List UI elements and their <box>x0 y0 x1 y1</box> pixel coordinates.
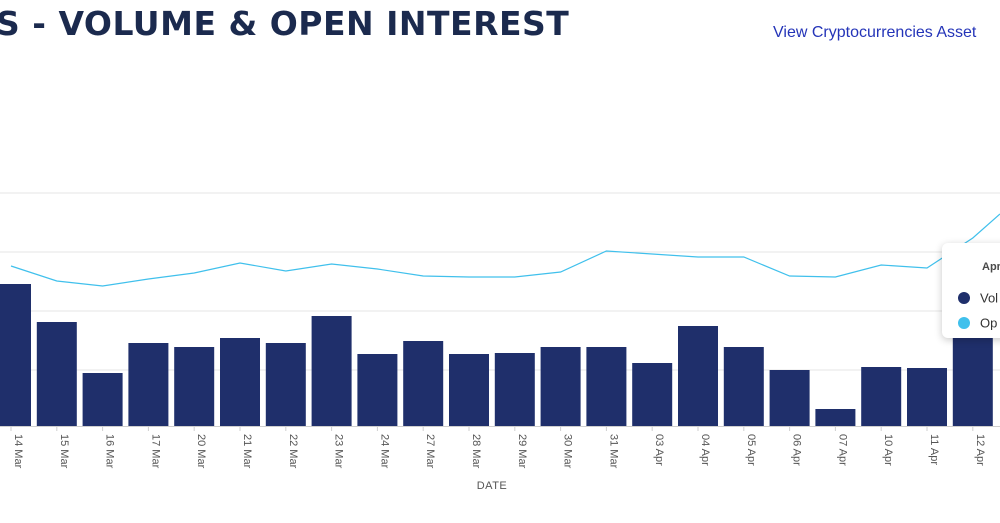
volume-bar <box>265 343 306 426</box>
volume-bar <box>357 354 398 426</box>
chart-tooltip: Apr Vol Op <box>942 243 1000 338</box>
x-tick-label: 24 Mar <box>378 434 390 469</box>
open-interest-line <box>10 213 1000 287</box>
open-interest-legend-dot <box>958 316 970 329</box>
x-tick-label: 17 Mar <box>149 434 161 469</box>
volume-bar <box>174 347 215 426</box>
x-tick-label: 22 Mar <box>287 434 299 469</box>
volume-bar <box>907 368 947 426</box>
volume-bar <box>586 347 627 426</box>
x-tick-label: 21 Mar <box>241 434 253 469</box>
volume-bar <box>220 338 260 426</box>
volume-bar <box>861 367 902 426</box>
tooltip-label-open-interest: Op <box>980 315 998 331</box>
x-axis-title: DATE <box>477 480 508 492</box>
volume-bar <box>678 326 718 426</box>
x-tick-label: 10 Apr <box>882 434 894 466</box>
x-tick-label: 14 Mar <box>12 434 24 469</box>
tooltip-date: Apr <box>982 261 1000 273</box>
x-tick-label: 04 Apr <box>699 434 711 466</box>
volume-bar <box>769 370 810 426</box>
x-tick-label: 30 Mar <box>562 434 574 469</box>
x-tick-label: 28 Mar <box>470 434 482 469</box>
volume-bar <box>128 343 169 426</box>
volume-bar <box>0 284 31 426</box>
x-tick-label: 15 Mar <box>58 434 70 469</box>
volume-bar <box>540 347 581 426</box>
volume-bar <box>723 347 764 426</box>
volume-bar <box>815 409 856 426</box>
volume-bar <box>311 316 352 426</box>
x-tick-label: 20 Mar <box>195 434 207 469</box>
tooltip-label-volume: Vol <box>980 290 999 306</box>
chart-title: S - VOLUME & OPEN INTEREST <box>0 4 570 43</box>
volume-bar <box>494 353 535 426</box>
x-tick-label: 16 Mar <box>104 434 116 469</box>
x-tick-label: 27 Mar <box>424 434 436 469</box>
x-tick-label: 03 Apr <box>653 434 665 466</box>
volume-bar <box>449 354 489 426</box>
volume-bar <box>632 363 673 426</box>
volume-legend-dot <box>958 291 970 304</box>
x-tick-label: 31 Mar <box>607 434 619 469</box>
x-tick-label: 06 Apr <box>791 434 803 466</box>
tooltip-row-open-interest: Op <box>958 314 997 330</box>
x-tick-label: 23 Mar <box>333 434 345 469</box>
volume-bar <box>82 373 123 426</box>
x-tick-label: 05 Apr <box>745 434 757 466</box>
tooltip-row-volume: Vol <box>958 289 998 305</box>
x-tick-label: 11 Apr <box>928 434 940 465</box>
volume-bar <box>36 322 77 426</box>
x-tick-label: 12 Apr <box>974 434 986 466</box>
x-tick-label: 29 Mar <box>516 434 528 469</box>
x-tick-label: 07 Apr <box>836 434 848 466</box>
volume-bar <box>952 331 993 426</box>
volume-bar <box>403 341 444 426</box>
view-asset-link[interactable]: View Cryptocurrencies Asset <box>773 24 977 41</box>
